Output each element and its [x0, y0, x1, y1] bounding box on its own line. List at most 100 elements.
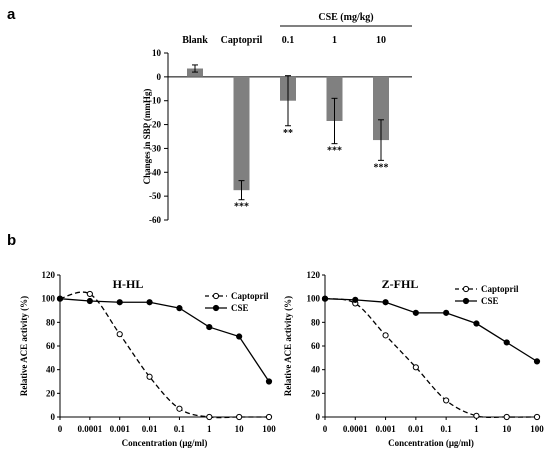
panel-a-letter: a: [7, 6, 16, 23]
data-point: [382, 299, 389, 306]
data-point: [352, 296, 359, 303]
line-chart-h-hl: H-HL Concentration (μg/ml) Relative ACE …: [19, 270, 276, 448]
y-tick-label: 80: [46, 317, 56, 327]
series-line: [324, 298, 538, 362]
x-tick-label: 0.0001: [77, 424, 102, 434]
data-point: [503, 339, 510, 346]
bar-chart-sbp: CSE (mg/kg) Changes in SBP (mmHg) 10 0 -10…: [142, 12, 412, 225]
category-label: Blank: [182, 35, 208, 46]
y-tick-label: 0: [51, 412, 56, 422]
x-tick-label: 0.01: [142, 424, 158, 434]
data-point: [236, 413, 243, 421]
x-tick-label: 10: [235, 424, 245, 434]
y-tick-label: -50: [149, 191, 161, 201]
legend-marker: [212, 292, 220, 300]
panel-b-letter: b: [7, 232, 16, 249]
data-point: [533, 413, 541, 421]
legend-label: Captopril: [481, 284, 519, 294]
data-point: [176, 405, 183, 412]
bar: [373, 76, 389, 141]
data-point: [265, 413, 273, 421]
y-tick-label: -40: [149, 167, 161, 177]
data-point: [146, 299, 153, 306]
y-tick-label: 0: [316, 412, 321, 422]
bar: [233, 76, 250, 191]
significance-marker: ***: [374, 162, 389, 173]
data-point: [473, 320, 480, 327]
data-point: [86, 290, 93, 298]
y-tick-label: 120: [307, 270, 321, 280]
legend-marker: [462, 285, 470, 293]
x-tick-label: 0.01: [408, 424, 424, 434]
line-chart-z-fhl: Z-FHL Concentration (μg/ml) Relative ACE…: [283, 270, 544, 448]
series-line: [59, 298, 270, 382]
data-point: [86, 297, 93, 305]
data-point: [443, 309, 450, 316]
x-tick-label: 0.001: [110, 424, 131, 434]
chart-title: Z-FHL: [382, 277, 419, 291]
data-point: [473, 412, 480, 419]
x-tick-label: 100: [262, 424, 276, 434]
legend-label: CSE: [481, 296, 499, 306]
legend-label: CSE: [231, 303, 249, 313]
data-point: [56, 295, 64, 302]
legend-marker: [212, 304, 220, 312]
y-tick-label: 20: [46, 388, 56, 398]
chart-title: H-HL: [113, 277, 144, 291]
y-tick-label: 10: [152, 48, 162, 58]
data-point: [265, 378, 273, 385]
data-point: [116, 299, 123, 306]
data-point: [236, 333, 243, 340]
bar: [187, 68, 203, 77]
data-point: [206, 413, 213, 421]
x-tick-label: 1: [207, 424, 212, 434]
y-tick-label: 0: [157, 72, 162, 82]
legend-label: Captopril: [231, 291, 269, 301]
y-tick-label: 40: [311, 365, 321, 375]
x-tick-label: 0: [58, 424, 63, 434]
category-label: 10: [376, 35, 386, 46]
data-point: [116, 331, 123, 338]
y-axis-title: Relative ACE activity (%): [283, 296, 293, 396]
data-point: [443, 397, 450, 404]
y-tick-label: 40: [46, 365, 56, 375]
x-tick-label: 0.001: [375, 424, 396, 434]
y-tick-label: 60: [311, 341, 321, 351]
significance-marker: **: [283, 128, 293, 139]
significance-marker: ***: [327, 146, 342, 157]
x-tick-label: 0.1: [174, 424, 186, 434]
x-tick-label: 0: [323, 424, 328, 434]
series-line: [324, 298, 538, 419]
y-tick-label: -30: [149, 143, 161, 153]
x-tick-label: 0.0001: [343, 424, 368, 434]
y-tick-label: -60: [149, 215, 161, 225]
y-tick-label: 100: [307, 294, 321, 304]
category-label: 0.1: [282, 35, 295, 46]
x-tick-label: 100: [530, 424, 544, 434]
category-label: Captopril: [221, 35, 263, 46]
y-tick-label: 80: [311, 317, 321, 327]
y-tick-label: -10: [149, 96, 161, 106]
data-point: [206, 323, 213, 331]
data-point: [382, 332, 389, 339]
significance-marker: ***: [234, 202, 249, 213]
y-tick-label: -20: [149, 120, 161, 130]
y-tick-label: 20: [311, 388, 321, 398]
y-tick-label: 100: [42, 294, 56, 304]
legend-marker: [462, 297, 470, 305]
y-tick-label: 60: [46, 341, 56, 351]
data-point: [533, 358, 541, 365]
data-point: [412, 309, 419, 316]
x-tick-label: 1: [474, 424, 479, 434]
x-axis-title: Concentration (μg/ml): [122, 438, 208, 448]
y-axis-title: Changes in SBP (mmHg): [142, 89, 152, 185]
x-axis-title: Concentration (μg/ml): [388, 438, 474, 448]
data-point: [321, 295, 329, 302]
data-point: [176, 305, 183, 312]
data-point: [503, 413, 510, 421]
x-tick-label: 0.1: [441, 424, 453, 434]
data-point: [412, 364, 419, 371]
data-point: [146, 373, 153, 380]
y-axis-title: Relative ACE activity (%): [19, 296, 29, 396]
